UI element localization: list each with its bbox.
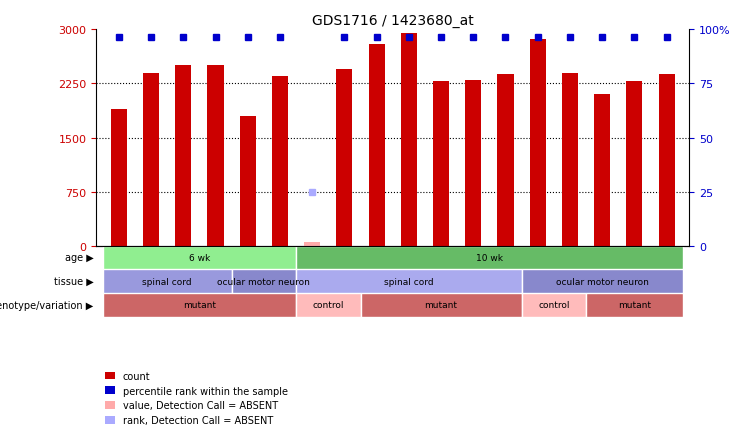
Bar bbox=[304, 243, 320, 246]
Title: GDS1716 / 1423680_at: GDS1716 / 1423680_at bbox=[312, 14, 473, 28]
Text: ocular motor neuron: ocular motor neuron bbox=[556, 277, 648, 286]
Text: spinal cord: spinal cord bbox=[142, 277, 192, 286]
Text: control: control bbox=[538, 300, 570, 309]
FancyBboxPatch shape bbox=[103, 270, 232, 293]
Text: mutant: mutant bbox=[618, 300, 651, 309]
Bar bbox=[659, 75, 674, 246]
Text: tissue ▶: tissue ▶ bbox=[53, 276, 93, 286]
Bar bbox=[497, 75, 514, 246]
FancyBboxPatch shape bbox=[361, 293, 522, 317]
Text: control: control bbox=[313, 300, 344, 309]
Bar bbox=[626, 82, 642, 246]
FancyBboxPatch shape bbox=[586, 293, 682, 317]
Text: mutant: mutant bbox=[425, 300, 457, 309]
Bar bbox=[530, 40, 546, 246]
FancyBboxPatch shape bbox=[296, 270, 522, 293]
Bar bbox=[401, 34, 417, 246]
Text: 6 wk: 6 wk bbox=[189, 253, 210, 262]
Bar bbox=[562, 73, 578, 246]
Text: mutant: mutant bbox=[183, 300, 216, 309]
Bar bbox=[239, 117, 256, 246]
Bar bbox=[594, 95, 610, 246]
Bar bbox=[368, 45, 385, 246]
FancyBboxPatch shape bbox=[103, 246, 296, 270]
Text: genotype/variation ▶: genotype/variation ▶ bbox=[0, 300, 93, 310]
Text: ocular motor neuron: ocular motor neuron bbox=[217, 277, 310, 286]
FancyBboxPatch shape bbox=[522, 270, 682, 293]
Text: spinal cord: spinal cord bbox=[384, 277, 433, 286]
FancyBboxPatch shape bbox=[103, 293, 296, 317]
Bar bbox=[433, 82, 449, 246]
Bar bbox=[207, 66, 224, 246]
FancyBboxPatch shape bbox=[296, 293, 361, 317]
FancyBboxPatch shape bbox=[232, 270, 296, 293]
Bar bbox=[111, 109, 127, 246]
Legend: count, percentile rank within the sample, value, Detection Call = ABSENT, rank, : count, percentile rank within the sample… bbox=[102, 367, 291, 429]
Text: age ▶: age ▶ bbox=[64, 253, 93, 263]
FancyBboxPatch shape bbox=[296, 246, 682, 270]
Bar bbox=[304, 243, 320, 246]
Text: 10 wk: 10 wk bbox=[476, 253, 503, 262]
Bar bbox=[465, 81, 482, 246]
Bar bbox=[143, 73, 159, 246]
Bar bbox=[336, 70, 353, 246]
FancyBboxPatch shape bbox=[522, 293, 586, 317]
Bar bbox=[272, 77, 288, 246]
Bar bbox=[176, 66, 191, 246]
